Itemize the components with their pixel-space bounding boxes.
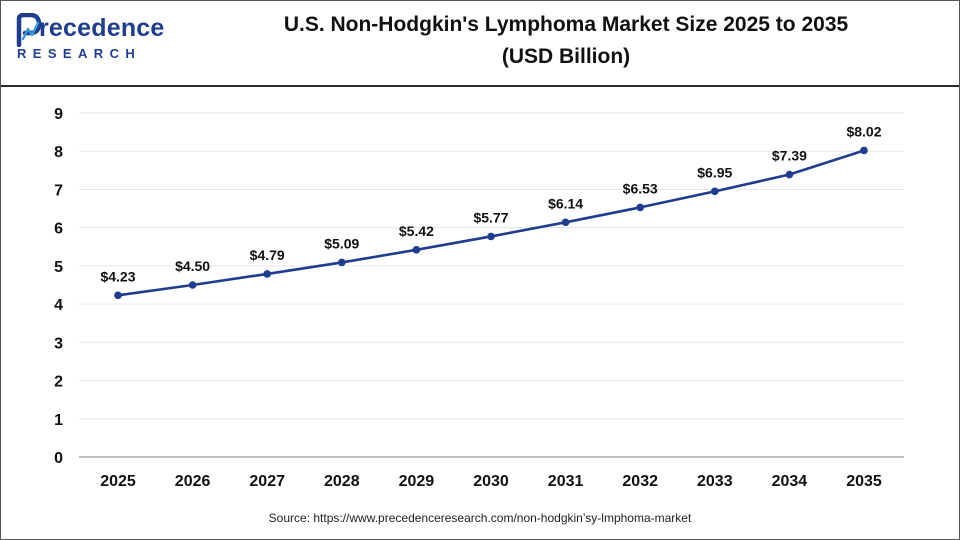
y-tick-label: 9 bbox=[54, 106, 63, 123]
data-point bbox=[188, 281, 197, 289]
x-tick-label: 2025 bbox=[100, 473, 136, 490]
chart-title: U.S. Non-Hodgkin's Lymphoma Market Size … bbox=[191, 9, 941, 73]
data-point bbox=[785, 170, 794, 179]
header-divider bbox=[1, 85, 959, 87]
data-point bbox=[338, 258, 346, 267]
x-tick-label: 2028 bbox=[324, 473, 360, 490]
logo-mark-icon bbox=[16, 13, 42, 47]
brand-name: recedence bbox=[39, 14, 165, 42]
y-tick-label: 2 bbox=[54, 374, 63, 391]
data-point bbox=[487, 232, 495, 241]
data-label: $4.50 bbox=[175, 258, 210, 274]
data-label: $6.53 bbox=[623, 180, 658, 196]
x-tick-label: 2033 bbox=[697, 473, 733, 490]
data-label: $4.23 bbox=[100, 268, 135, 284]
data-point bbox=[412, 246, 421, 254]
y-tick-label: 0 bbox=[54, 450, 63, 467]
header: recedence RESEARCH U.S. Non-Hodgkin's Ly… bbox=[1, 1, 959, 85]
data-point bbox=[636, 203, 644, 212]
chart-title-line2: (USD Billion) bbox=[501, 45, 631, 68]
data-label: $5.42 bbox=[399, 223, 434, 239]
y-tick-label: 8 bbox=[54, 144, 63, 161]
y-tick-label: 6 bbox=[54, 221, 63, 238]
y-tick-label: 7 bbox=[54, 182, 63, 199]
source-note: Source: https://www.precedenceresearch.c… bbox=[268, 511, 692, 525]
data-point bbox=[561, 218, 570, 227]
brand-subtitle: RESEARCH bbox=[17, 46, 142, 61]
data-label: $5.77 bbox=[473, 209, 508, 225]
data-point bbox=[711, 187, 719, 196]
y-tick-label: 4 bbox=[54, 297, 63, 314]
data-label: $5.09 bbox=[324, 235, 359, 251]
x-tick-label: 2030 bbox=[473, 473, 509, 490]
data-point bbox=[860, 146, 868, 155]
x-tick-label: 2027 bbox=[249, 473, 285, 490]
x-tick-label: 2034 bbox=[772, 473, 808, 490]
chart-title-line1: U.S. Non-Hodgkin's Lymphoma Market Size … bbox=[283, 13, 849, 36]
x-tick-label: 2029 bbox=[399, 473, 435, 490]
data-point bbox=[263, 270, 272, 278]
data-label: $8.02 bbox=[846, 123, 881, 139]
y-tick-label: 5 bbox=[54, 259, 63, 276]
data-label: $6.95 bbox=[697, 164, 732, 180]
data-point bbox=[114, 291, 122, 300]
x-tick-label: 2026 bbox=[175, 473, 211, 490]
x-tick-label: 2035 bbox=[846, 473, 882, 490]
x-tick-label: 2031 bbox=[548, 473, 584, 490]
data-label: $6.14 bbox=[548, 195, 583, 211]
y-tick-label: 3 bbox=[54, 335, 63, 352]
data-label: $4.79 bbox=[250, 247, 285, 263]
x-tick-label: 2032 bbox=[622, 473, 658, 490]
data-label: $7.39 bbox=[772, 148, 807, 164]
brand-logo: recedence RESEARCH bbox=[15, 13, 165, 63]
y-tick-label: 1 bbox=[54, 412, 63, 429]
